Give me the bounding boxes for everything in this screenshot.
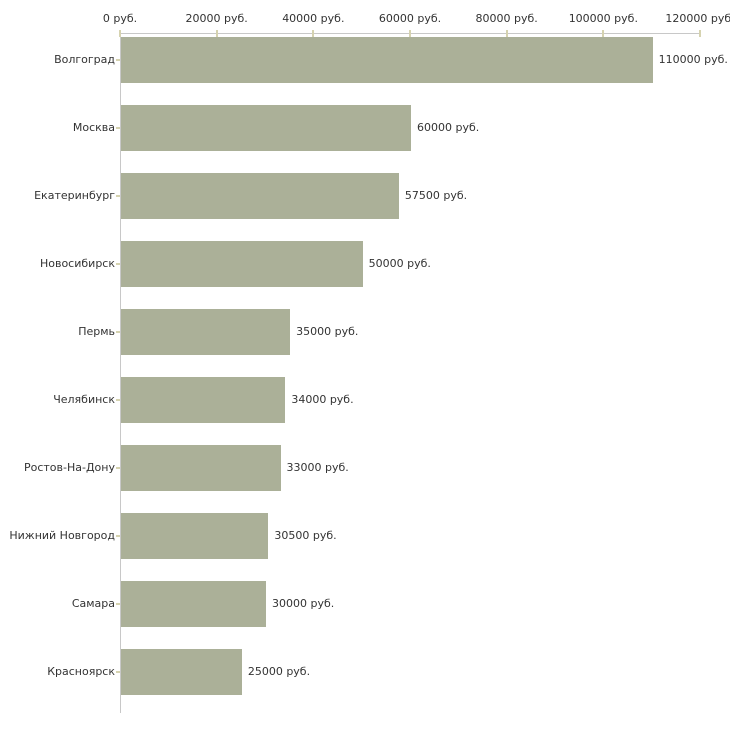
bar-row: Красноярск 25000 руб. [0, 645, 730, 713]
bar [121, 445, 281, 491]
y-tick-mark [116, 263, 120, 265]
y-tick-mark [116, 399, 120, 401]
category-label: Ростов-На-Дону [23, 461, 115, 474]
y-tick-mark [116, 535, 120, 537]
bar-row: Волгоград 110000 руб. [0, 33, 730, 101]
value-label: 50000 руб. [368, 257, 431, 270]
bar [121, 173, 399, 219]
bar [121, 241, 363, 287]
value-label: 34000 руб. [291, 393, 354, 406]
y-tick-mark [116, 331, 120, 333]
value-label: 30000 руб. [272, 597, 335, 610]
y-tick-mark [116, 671, 120, 673]
bar [121, 37, 653, 83]
category-label: Челябинск [53, 393, 115, 406]
category-label: Волгоград [54, 53, 115, 66]
bar [121, 309, 291, 355]
bar-row: Нижний Новгород 30500 руб. [0, 509, 730, 577]
category-label: Самара [71, 597, 115, 610]
value-label: 110000 руб. [658, 53, 728, 66]
bar-row: Челябинск 34000 руб. [0, 373, 730, 441]
x-tick-label: 0 руб. [102, 12, 138, 25]
value-label: 60000 руб. [417, 121, 480, 134]
category-label: Красноярск [47, 665, 115, 678]
bar-row: Самара 30000 руб. [0, 577, 730, 645]
x-tick-label: 40000 руб. [282, 12, 345, 25]
x-tick-label: 20000 руб. [185, 12, 248, 25]
category-label: Нижний Новгород [9, 529, 115, 542]
y-tick-mark [116, 467, 120, 469]
bar [121, 581, 266, 627]
x-tick-label: 100000 руб. [568, 12, 638, 25]
bar-row: Новосибирск 50000 руб. [0, 237, 730, 305]
y-axis-line [120, 33, 121, 713]
value-label: 33000 руб. [286, 461, 349, 474]
value-label: 30500 руб. [274, 529, 337, 542]
bar [121, 105, 411, 151]
category-label: Пермь [78, 325, 115, 338]
bar-row: Екатеринбург 57500 руб. [0, 169, 730, 237]
bar-row: Пермь 35000 руб. [0, 305, 730, 373]
category-label: Москва [72, 121, 115, 134]
bar [121, 377, 286, 423]
value-label: 35000 руб. [296, 325, 359, 338]
x-tick-mark [312, 30, 315, 37]
bar-row: Москва 60000 руб. [0, 101, 730, 169]
y-tick-mark [116, 603, 120, 605]
bar [121, 513, 269, 559]
category-label: Новосибирск [39, 257, 115, 270]
y-tick-mark [116, 127, 120, 129]
x-tick-mark [215, 30, 218, 37]
value-label: 25000 руб. [247, 665, 311, 678]
x-tick-mark [119, 30, 121, 37]
x-tick-label: 80000 руб. [475, 12, 538, 25]
bar-row: Ростов-На-Дону 33000 руб. [0, 441, 730, 509]
x-tick-label: 60000 руб. [378, 12, 442, 25]
bar [121, 649, 242, 695]
x-tick-mark [699, 30, 701, 37]
x-tick-mark [602, 30, 605, 37]
x-tick-mark [505, 30, 508, 37]
x-tick-mark [409, 30, 411, 37]
y-tick-mark [116, 195, 120, 197]
value-label: 57500 руб. [404, 189, 468, 202]
y-tick-mark [116, 59, 120, 61]
category-label: Екатеринбург [34, 189, 115, 202]
x-tick-label: 120000 руб. [665, 12, 730, 25]
